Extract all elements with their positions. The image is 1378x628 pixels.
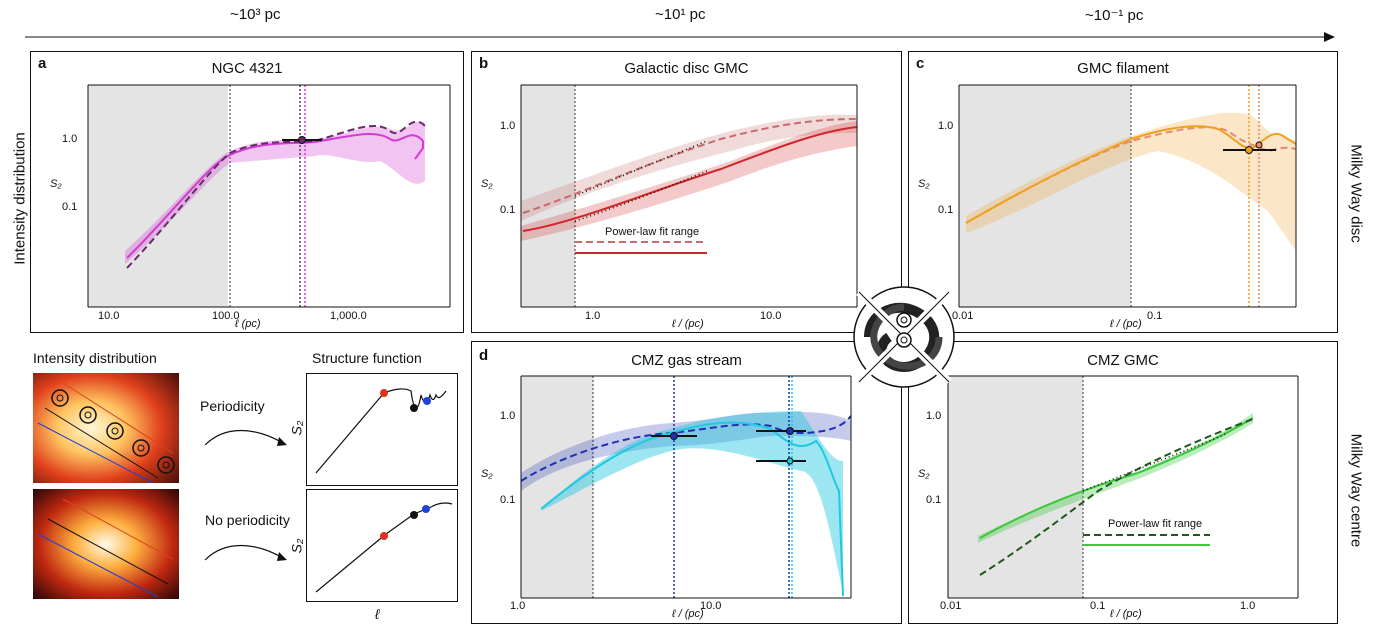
- panel-c-ylabel: S₂: [918, 178, 930, 190]
- panel-c-title: GMC filament: [1077, 60, 1169, 77]
- panel-b-xlabel: ℓ / (pc): [672, 318, 704, 330]
- panel-b-ytick-2: 0.1: [500, 204, 516, 216]
- panel-a-dashed-curve: [126, 120, 426, 269]
- scale-label-1: ~10³ pc: [230, 6, 281, 23]
- panel-e-title: CMZ GMC: [1087, 352, 1159, 369]
- panel-b-title: Galactic disc GMC: [624, 60, 749, 77]
- right-side-label-bottom: Milky Way centre: [1347, 433, 1365, 548]
- panel-b-legend: Power-law fit range: [605, 226, 700, 238]
- schematic-ylabel-bottom: S₂: [288, 538, 305, 554]
- structure-fn-periodic: [306, 373, 458, 486]
- panel-e-solid-curve: [979, 417, 1254, 539]
- panel-d-title: CMZ gas stream: [631, 352, 742, 369]
- panel-d-plot: [520, 375, 852, 599]
- panel-b-ylabel: S₂: [481, 178, 493, 190]
- panel-e-ytick-2: 0.1: [926, 494, 942, 506]
- scale-label-3: ~10⁻¹ pc: [1085, 7, 1144, 24]
- panel-c-xlabel: ℓ / (pc): [1110, 318, 1142, 330]
- panel-b-plot: [520, 84, 858, 308]
- panel-e-xlabel: ℓ / (pc): [1110, 608, 1142, 620]
- panel-e-ytick-1: 1.0: [926, 410, 942, 422]
- panel-d-ytick-1: 1.0: [500, 410, 516, 422]
- panel-c-label: c: [916, 55, 925, 72]
- schematic-structure-title: Structure function: [312, 350, 422, 366]
- panel-d-solid-curve: [540, 421, 844, 597]
- schematic-xlabel: ℓ: [375, 606, 380, 622]
- panel-b-xtick-1: 1.0: [585, 310, 601, 322]
- panel-d-label: d: [479, 347, 489, 364]
- panel-c-plot: [958, 84, 1297, 308]
- panel-a-band: [125, 121, 425, 265]
- right-side-label-top: Milky Way disc: [1347, 144, 1365, 243]
- left-side-label: Intensity distribution: [11, 132, 29, 265]
- schematic-ylabel-top: S₂: [288, 420, 305, 436]
- panel-a-label: a: [38, 55, 47, 72]
- panel-e-xtick-2: 0.1: [1090, 600, 1106, 612]
- panel-b-xtick-2: 10.0: [760, 310, 782, 322]
- panel-a-ytick-1: 1.0: [62, 133, 78, 145]
- intensity-map-nonperiodic: [33, 489, 179, 599]
- arrows-to-structure: [204, 429, 287, 561]
- panel-c-xtick-2: 0.1: [1147, 310, 1163, 322]
- panel-e: [908, 341, 1338, 624]
- panel-c-xtick-1: 0.01: [952, 310, 974, 322]
- panel-c-ytick-1: 1.0: [938, 120, 954, 132]
- panel-e-legend: Power-law fit range: [1108, 518, 1203, 530]
- panel-a-ytick-2: 0.1: [62, 201, 78, 213]
- structure-fn-nonperiodic: [306, 489, 458, 602]
- panel-d-shade: [521, 376, 593, 598]
- panel-b-solid-curve: [522, 126, 858, 232]
- panel-d-xtick-2: 10.0: [700, 600, 722, 612]
- intensity-map-periodic: [33, 373, 179, 483]
- panel-a: [30, 51, 464, 333]
- panel-e-xtick-3: 1.0: [1240, 600, 1256, 612]
- panel-a-xtick-2: 100.0: [212, 310, 240, 322]
- panel-a-title: NGC 4321: [211, 60, 283, 77]
- panel-c-shade: [959, 85, 1131, 307]
- no-periodicity-label: No periodicity: [205, 512, 290, 528]
- panel-e-plot: [947, 375, 1299, 599]
- schematic-intensity-title: Intensity distribution: [33, 350, 157, 366]
- panel-e-xtick-1: 0.01: [940, 600, 962, 612]
- galaxy-spiral-icon: [853, 286, 955, 388]
- panel-b-dashed-curve: [522, 118, 858, 214]
- panel-b-shade: [521, 85, 575, 307]
- panel-a-solid-curve: [126, 133, 424, 259]
- panel-e-dashed-curve: [979, 418, 1254, 576]
- panel-d-ylabel: S₂: [481, 468, 493, 480]
- panel-c: [908, 51, 1338, 333]
- panel-a-plot: [87, 84, 451, 308]
- panel-b-label: b: [479, 55, 489, 72]
- panel-b: [471, 51, 902, 333]
- panel-d: [471, 341, 902, 624]
- panel-a-xtick-3: 1,000.0: [330, 310, 367, 322]
- panel-c-ytick-2: 0.1: [938, 204, 954, 216]
- panel-a-shade: [88, 85, 228, 307]
- panel-a-xlabel: ℓ (pc): [235, 318, 261, 330]
- panel-d-xlabel: ℓ / (pc): [672, 608, 704, 620]
- panel-d-xtick-1: 1.0: [510, 600, 526, 612]
- scale-label-2: ~10¹ pc: [655, 6, 706, 23]
- panel-d-ytick-2: 0.1: [500, 494, 516, 506]
- panel-a-marker: [298, 136, 306, 144]
- periodicity-label: Periodicity: [200, 398, 265, 414]
- panel-e-ylabel: S₂: [918, 468, 930, 480]
- panel-e-shade: [948, 376, 1083, 598]
- panel-a-xtick-1: 10.0: [98, 310, 120, 322]
- panel-a-ylabel: S₂: [50, 178, 62, 190]
- panel-b-ytick-1: 1.0: [500, 120, 516, 132]
